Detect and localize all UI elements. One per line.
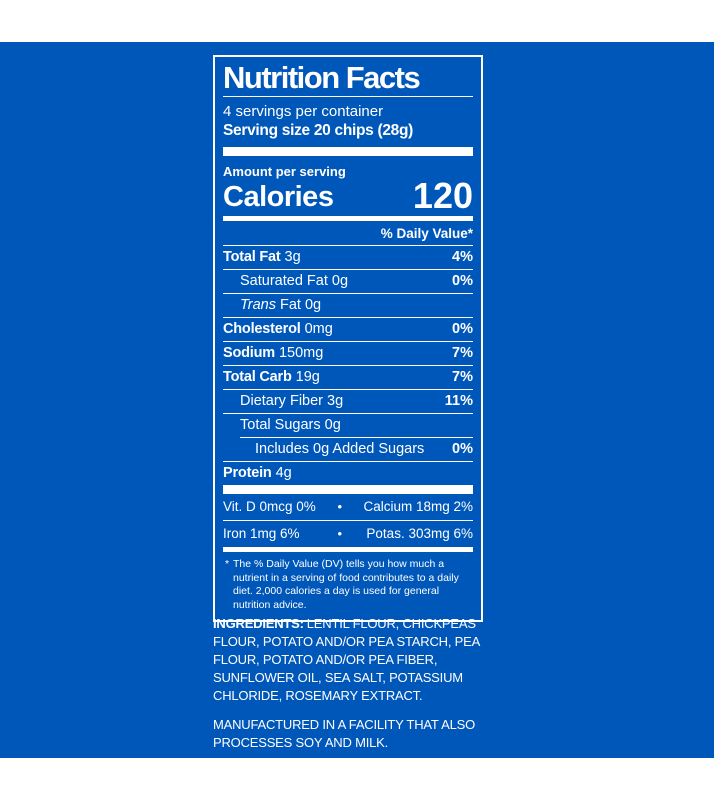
servings-per-container: 4 servings per container [223,103,384,120]
serving-size: Serving size 20 chips (28g) [223,122,414,139]
dv-value: 4% [452,249,473,265]
title-divider [223,96,473,97]
divider-bar-medium [223,547,473,552]
micronutrient-row-1: Vit. D 0mcg 0% • Calcium 18mg 2% [223,494,473,520]
nutrient-row-trans-fat: Trans Fat 0g [223,293,473,317]
nutrient-row-total-sugars: Total Sugars 0g [223,413,473,437]
dv-value: 7% [452,369,473,385]
dv-value: 7% [452,345,473,361]
calories-label: Calories [223,181,334,213]
bullet-separator: • [337,526,343,541]
nutrition-facts-title: Nutrition Facts [223,60,421,95]
nutrient-row-added-sugars: Includes 0g Added Sugars 0% [223,437,473,461]
divider-bar-thick [223,485,473,494]
footnote-text: The % Daily Value (DV) tells you how muc… [233,558,459,611]
nutrition-facts-label: Nutrition Facts 4 servings per container… [213,55,483,622]
ingredients-statement: INGREDIENTS: LENTIL FLOUR, CHICKPEAS FLOU… [213,615,515,705]
dv-value: 11% [444,393,473,409]
ingredients-text: LENTIL FLOUR, CHICKPEAS FLOUR, POTATO AN… [213,616,480,703]
iron-value: Iron 1mg 6% [223,526,300,541]
footnote-asterisk: * [225,558,230,570]
divider-bar-thick [223,147,473,156]
daily-value-footnote: * The % Daily Value (DV) tells you how m… [223,552,473,613]
nutrient-row-dietary-fiber: Dietary Fiber 3g 11% [223,389,473,413]
dv-value: 0% [452,441,473,457]
potassium-value: Potas. 303mg 6% [366,526,473,541]
divider-bar-medium [223,216,473,221]
allergen-statement: MANUFACTURED IN A FACILITY THAT ALSO PRO… [213,717,476,750]
nutrient-row-saturated-fat: Saturated Fat 0g 0% [223,269,473,293]
micronutrient-row-2: Iron 1mg 6% • Potas. 303mg 6% [223,520,473,547]
nutrient-row-cholesterol: Cholesterol 0mg 0% [223,317,473,341]
daily-value-header: % Daily Value* [380,226,473,241]
blue-packaging-panel: Nutrition Facts 4 servings per container… [0,42,714,758]
calcium-value: Calcium 18mg 2% [363,499,473,514]
dv-value: 0% [452,321,473,337]
nutrient-row-sodium: Sodium 150mg 7% [223,341,473,365]
vitamin-d-value: Vit. D 0mcg 0% [223,499,316,514]
calories-row: Calories 120 [223,175,473,216]
bullet-separator: • [337,499,343,514]
calories-value: 120 [412,175,473,216]
dv-value: 0% [452,273,473,289]
nutrient-row-protein: Protein 4g [223,461,473,485]
amount-per-serving-label: Amount per serving [223,164,346,179]
ingredients-label: INGREDIENTS: [213,616,304,631]
nutrient-row-total-fat: Total Fat 3g 4% [223,245,473,269]
nutrient-row-total-carb: Total Carb 19g 7% [223,365,473,389]
